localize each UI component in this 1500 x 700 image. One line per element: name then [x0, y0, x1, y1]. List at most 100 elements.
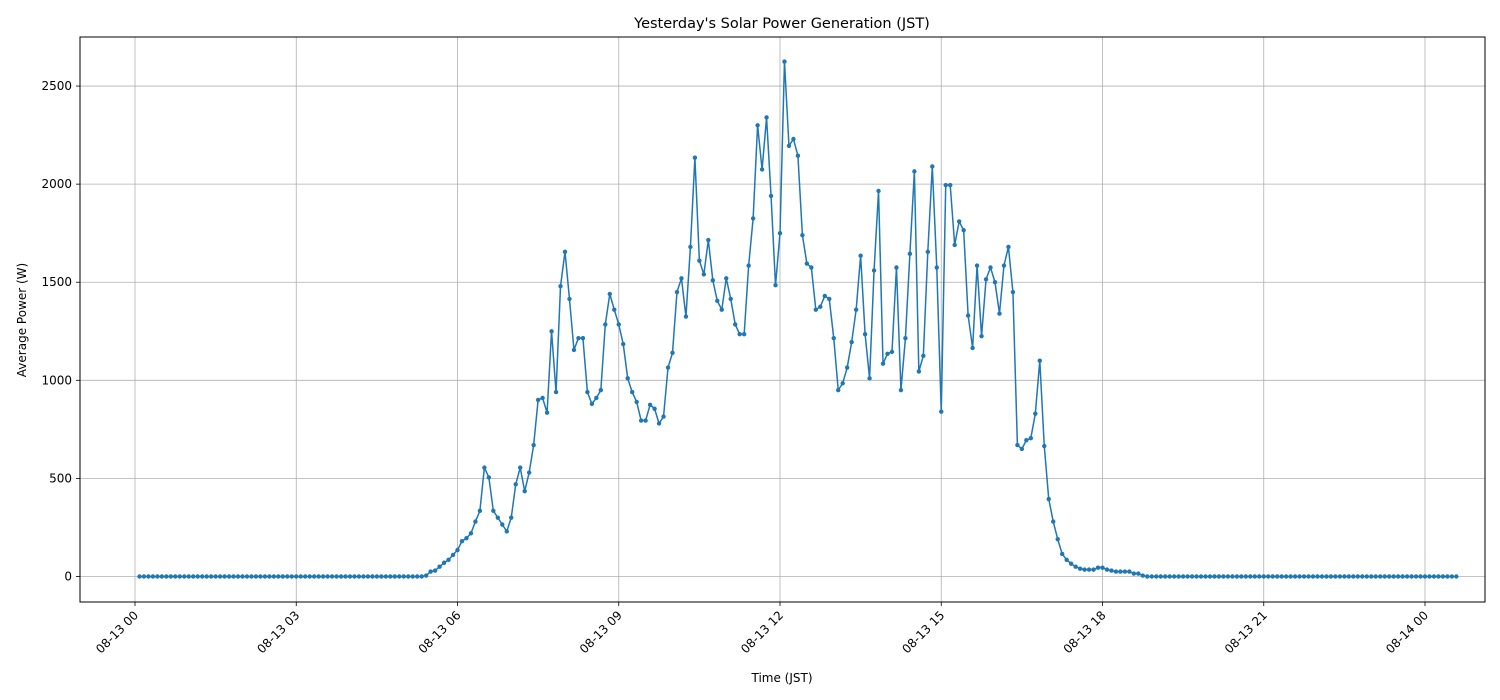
data-point: [974, 263, 980, 268]
data-point: [1225, 574, 1231, 579]
y-tick-label: 500: [49, 471, 72, 485]
data-point: [629, 389, 635, 395]
data-point: [1382, 574, 1387, 579]
data-point: [307, 574, 312, 579]
data-point: [1369, 574, 1374, 579]
plot-area-frame: [79, 36, 1486, 603]
data-point: [567, 296, 572, 302]
data-point: [656, 421, 662, 426]
data-point: [688, 244, 693, 250]
data-point: [535, 397, 541, 403]
data-point: [844, 365, 850, 370]
data-point: [289, 574, 294, 579]
data-point: [1122, 569, 1128, 574]
data-series: [137, 59, 1459, 579]
data-point: [1436, 574, 1441, 579]
data-point: [173, 574, 178, 579]
data-point: [1360, 574, 1365, 579]
data-point: [1082, 567, 1087, 572]
data-point: [1234, 574, 1240, 579]
data-point: [1149, 574, 1154, 579]
data-point: [831, 335, 836, 341]
data-point: [683, 314, 689, 319]
data-point: [397, 574, 402, 579]
data-point: [961, 228, 966, 233]
data-point: [934, 265, 939, 270]
data-point: [338, 574, 344, 579]
data-point: [885, 351, 890, 357]
data-point: [889, 349, 895, 355]
data-point: [733, 322, 738, 327]
data-point: [267, 574, 272, 579]
data-point: [1445, 574, 1450, 579]
data-point: [1333, 574, 1338, 579]
data-point: [956, 219, 962, 224]
data-point: [1328, 574, 1334, 579]
data-point: [1324, 574, 1329, 579]
data-point: [1310, 574, 1316, 579]
data-point: [392, 574, 397, 579]
data-point: [240, 574, 245, 579]
data-point: [459, 538, 465, 544]
data-point: [1180, 574, 1186, 579]
data-point: [509, 515, 514, 520]
data-point: [1068, 561, 1074, 566]
data-point: [1140, 573, 1146, 578]
data-point: [759, 167, 765, 172]
data-point: [849, 339, 854, 345]
data-point: [750, 216, 756, 221]
data-point: [513, 482, 518, 487]
data-point: [486, 475, 492, 480]
data-point: [661, 414, 666, 419]
data-point: [652, 406, 657, 411]
data-point: [334, 574, 339, 579]
data-point: [589, 401, 595, 407]
data-point: [580, 335, 586, 341]
data-point: [446, 557, 451, 563]
data-point: [1046, 496, 1051, 502]
data-point: [406, 574, 411, 579]
data-point: [867, 376, 872, 381]
data-point: [607, 291, 612, 297]
data-point: [137, 574, 142, 579]
data-point: [777, 230, 783, 236]
data-point: [352, 574, 357, 579]
data-point: [1243, 574, 1249, 579]
data-point: [1077, 566, 1083, 571]
data-point: [1252, 574, 1257, 579]
data-point: [1185, 574, 1190, 579]
data-point: [948, 182, 953, 188]
data-point: [1292, 574, 1298, 579]
data-point: [710, 278, 716, 283]
data-point: [280, 574, 286, 579]
data-point: [141, 574, 147, 579]
data-point: [1427, 574, 1432, 579]
data-point: [182, 574, 187, 579]
data-point: [1346, 574, 1352, 579]
data-point: [988, 265, 993, 270]
data-point: [343, 574, 348, 579]
data-point: [862, 332, 868, 337]
chart-title: Yesterday's Solar Power Generation (JST): [633, 16, 930, 32]
data-point: [526, 470, 532, 475]
y-tick-label: 2500: [41, 79, 72, 93]
data-point: [809, 265, 814, 270]
data-point: [791, 136, 796, 142]
data-point: [370, 574, 375, 579]
data-point: [208, 574, 214, 579]
data-point: [952, 242, 957, 248]
data-point: [1154, 574, 1159, 579]
data-point: [562, 249, 568, 255]
data-point: [549, 329, 554, 334]
data-point: [1073, 564, 1078, 569]
data-point: [1266, 574, 1271, 579]
data-point: [276, 574, 281, 579]
data-point: [1386, 574, 1392, 579]
data-point: [271, 574, 277, 579]
data-point: [1064, 557, 1069, 563]
data-point: [746, 263, 751, 268]
data-point: [795, 153, 801, 158]
data-point: [1171, 574, 1177, 579]
data-point: [818, 304, 823, 309]
